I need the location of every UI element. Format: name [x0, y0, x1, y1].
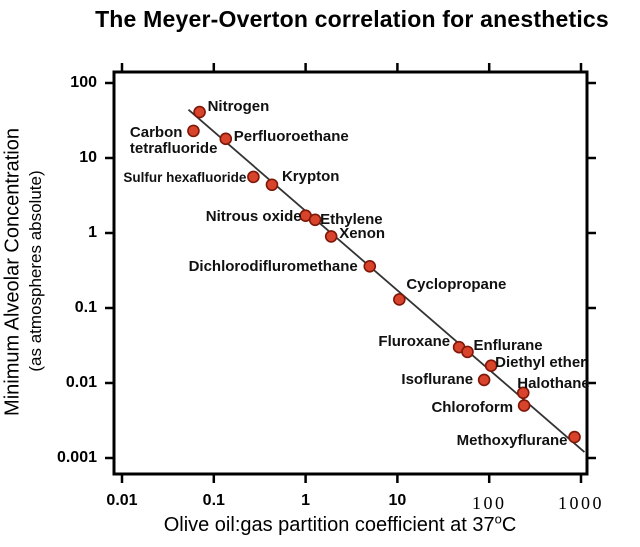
- point-label-sulfur-hexafluoride: Sulfur hexafluoride: [123, 169, 247, 185]
- point-perfluoroethane: [219, 132, 233, 146]
- point-xenon: [324, 230, 338, 243]
- point-label-fluroxane: Fluroxane: [378, 333, 451, 351]
- point-label-ethylene: Ethylene: [320, 210, 383, 228]
- x-tick-label-0-01: 0.01: [106, 492, 138, 509]
- y-tick-label-100: 100: [70, 74, 97, 91]
- x-axis-label-main: Olive oil:gas partition coefficient at 3…: [163, 514, 495, 536]
- point-label-xenon: Xenon: [339, 225, 386, 243]
- point-label-perfluoroethane: Perfluoroethane: [233, 127, 349, 145]
- point-label-enflurane: Enflurane: [473, 336, 543, 354]
- chart-title: The Meyer-Overton correlation for anesth…: [95, 6, 609, 32]
- x-axis-label-unit: C: [501, 514, 517, 536]
- x-tick-label-1: 1: [301, 492, 311, 509]
- point-label-krypton: Krypton: [281, 167, 340, 185]
- point-cyclopropane: [393, 293, 406, 306]
- y-tick-label-1: 1: [88, 224, 97, 241]
- point-krypton: [265, 178, 279, 192]
- point-label-dichlorodifluromethane: Dichlorodifluromethane: [188, 258, 358, 276]
- point-label-isoflurane: Isoflurane: [401, 370, 474, 388]
- x-tick-label-100: 100: [471, 493, 507, 513]
- x-tick-label-1000: 1000: [558, 493, 604, 513]
- point-label-carbon-tetrafluoride: Carbon tetrafluoride: [129, 123, 218, 157]
- point-carbon-tetrafluoride: [187, 124, 200, 138]
- point-label-cyclopropane: Cyclopropane: [406, 276, 507, 294]
- point-label-methoxyflurane: Methoxyflurane: [456, 432, 568, 450]
- plot-border: [112, 70, 589, 476]
- point-sulfur-hexafluoride: [247, 170, 260, 184]
- point-isoflurane: [477, 373, 491, 387]
- point-dichlorodifluromethane: [363, 259, 377, 273]
- point-diethyl-ether: [484, 359, 498, 373]
- point-label-halothane: Halothane: [517, 374, 590, 392]
- y-tick-label-0-01: 0.01: [65, 374, 97, 391]
- point-chloroform: [517, 399, 531, 412]
- point-label-chloroform: Chloroform: [431, 398, 514, 416]
- point-nitrogen: [193, 105, 206, 119]
- point-enflurane: [461, 345, 474, 359]
- point-label-nitrogen: Nitrogen: [207, 98, 270, 116]
- point-methoxyflurane: [568, 430, 581, 444]
- point-ethylene: [308, 213, 322, 227]
- point-label-diethyl-ether: Diethyl ether: [495, 353, 586, 371]
- x-axis-label: Olive oil:gas partition coefficient at 3…: [65, 511, 615, 537]
- point-halothane: [516, 386, 530, 400]
- y-tick-label-0-001: 0.001: [56, 449, 97, 466]
- x-tick-label-0-1: 0.1: [202, 492, 225, 509]
- y-tick-label-0-1: 0.1: [74, 299, 97, 316]
- y-tick-label-10: 10: [79, 149, 97, 166]
- point-label-nitrous-oxide: Nitrous oxide: [205, 207, 302, 225]
- degree-symbol: o: [494, 511, 502, 527]
- x-tick-label-10: 10: [388, 492, 407, 509]
